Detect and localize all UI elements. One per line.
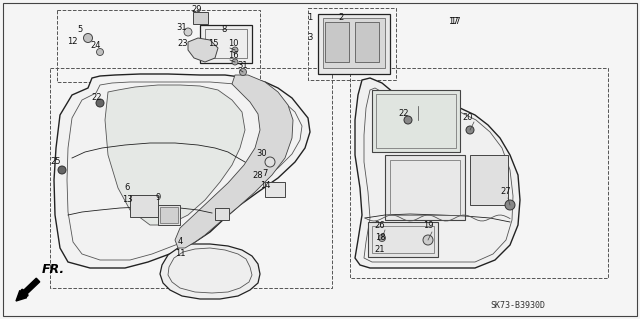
Text: 3: 3 <box>307 33 313 42</box>
Bar <box>160 207 178 223</box>
Text: 7: 7 <box>262 169 268 179</box>
Text: 16: 16 <box>228 50 238 60</box>
Bar <box>308 8 396 80</box>
Circle shape <box>83 33 93 42</box>
Bar <box>200 25 252 63</box>
Text: FR.: FR. <box>42 263 65 276</box>
Bar <box>355 22 379 62</box>
Text: 1: 1 <box>307 13 312 23</box>
Text: 10: 10 <box>228 39 238 48</box>
Text: 23: 23 <box>178 39 188 48</box>
Text: 22: 22 <box>92 93 102 101</box>
FancyArrow shape <box>16 278 40 301</box>
Circle shape <box>404 116 412 124</box>
Bar <box>50 68 332 288</box>
Circle shape <box>96 99 104 107</box>
Circle shape <box>58 166 66 174</box>
Circle shape <box>184 28 192 36</box>
Circle shape <box>265 157 275 167</box>
Text: 15: 15 <box>208 39 218 48</box>
Polygon shape <box>105 85 245 225</box>
Text: 24: 24 <box>91 41 101 50</box>
Text: 2: 2 <box>339 13 344 23</box>
Text: 21: 21 <box>375 244 385 254</box>
Text: 20: 20 <box>463 114 473 122</box>
Bar <box>372 226 434 253</box>
Polygon shape <box>355 78 520 268</box>
Circle shape <box>239 69 246 76</box>
Bar <box>215 208 229 220</box>
Bar <box>350 68 608 278</box>
Circle shape <box>378 234 385 241</box>
Text: 26: 26 <box>374 220 385 229</box>
Text: 9: 9 <box>156 194 161 203</box>
Text: 28: 28 <box>253 172 263 181</box>
Bar <box>205 29 247 58</box>
Bar <box>368 222 438 257</box>
Bar <box>390 160 460 215</box>
Circle shape <box>232 47 238 53</box>
Bar <box>193 12 208 24</box>
Bar <box>265 182 285 197</box>
Bar <box>385 155 465 220</box>
Text: 30: 30 <box>257 150 268 159</box>
Circle shape <box>466 126 474 134</box>
Bar <box>323 18 385 68</box>
Text: 8: 8 <box>221 26 227 34</box>
Bar <box>372 90 460 152</box>
Text: 22: 22 <box>399 109 409 118</box>
Bar <box>158 205 180 225</box>
Text: 25: 25 <box>51 158 61 167</box>
Polygon shape <box>188 38 218 62</box>
Polygon shape <box>54 74 310 268</box>
Circle shape <box>423 235 433 245</box>
Text: 31: 31 <box>237 62 248 70</box>
Bar <box>318 14 390 74</box>
Text: 27: 27 <box>500 188 511 197</box>
Text: SK73-B3930D: SK73-B3930D <box>490 300 545 309</box>
Bar <box>57 10 260 82</box>
Polygon shape <box>175 75 293 248</box>
Bar <box>325 22 349 62</box>
Text: 17: 17 <box>448 18 458 26</box>
Bar <box>130 195 158 217</box>
Text: 5: 5 <box>77 26 83 34</box>
Circle shape <box>505 200 515 210</box>
Text: 13: 13 <box>122 196 132 204</box>
Bar <box>470 155 508 205</box>
Text: 31: 31 <box>177 24 188 33</box>
Circle shape <box>232 59 238 65</box>
Text: 19: 19 <box>423 221 433 231</box>
Polygon shape <box>160 244 260 299</box>
Text: 4: 4 <box>177 238 182 247</box>
Text: 17: 17 <box>450 18 460 26</box>
Text: 12: 12 <box>67 38 77 47</box>
Text: 6: 6 <box>124 183 130 192</box>
Bar <box>376 94 456 148</box>
Text: 18: 18 <box>374 233 385 241</box>
Circle shape <box>97 48 104 56</box>
Text: 11: 11 <box>175 249 185 258</box>
Text: 14: 14 <box>260 182 270 190</box>
Text: 29: 29 <box>192 4 202 13</box>
